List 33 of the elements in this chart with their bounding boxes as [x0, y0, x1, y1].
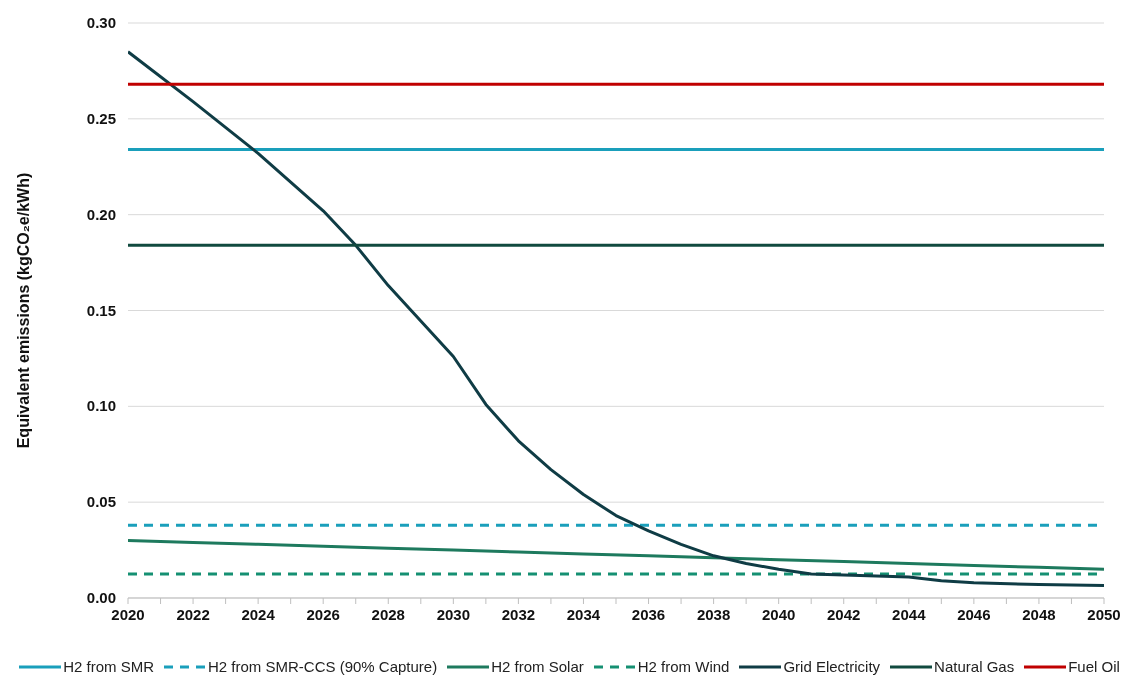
x-tick-label: 2030 — [436, 606, 471, 623]
x-tick-label: 2024 — [241, 606, 276, 623]
x-tick-label: 2020 — [111, 606, 145, 623]
y-tick-label: 0.20 — [86, 205, 116, 223]
y-tick-label: 0.30 — [86, 14, 116, 31]
x-tick-label: 2034 — [566, 606, 601, 623]
x-tick-label: 2042 — [827, 606, 861, 623]
legend-label: H2 from SMR — [63, 658, 154, 675]
x-tick-label: 2048 — [1022, 606, 1056, 623]
y-tick-label: 0.10 — [86, 397, 116, 415]
line-series — [128, 50, 1104, 588]
x-tick-label: 2046 — [957, 606, 991, 623]
x-tick-label: 2050 — [1087, 606, 1121, 623]
x-tick-label: 2038 — [696, 606, 731, 623]
legend-label: Natural Gas — [934, 658, 1015, 675]
y-tick-label: 0.25 — [86, 109, 116, 127]
x-tick-label: 2028 — [371, 606, 405, 623]
x-tick-label: 2022 — [176, 606, 210, 623]
legend-label: H2 from SMR-CCS (90% Capture) — [207, 658, 438, 675]
legend-label: H2 from Solar — [491, 658, 584, 675]
x-tick-label: 2044 — [892, 606, 927, 623]
y-axis-title: Equivalent emissions (kgCO₂e/kWh) — [14, 172, 32, 449]
legend-label: H2 from Wind — [637, 658, 730, 675]
x-tick-label: 2036 — [631, 606, 666, 623]
y-tick-label: 0.15 — [86, 301, 116, 319]
x-tick-label: 2032 — [501, 606, 536, 623]
x-tick-label: 2040 — [761, 606, 796, 623]
x-tick-label: 2026 — [306, 606, 340, 623]
y-tick-label: 0.05 — [86, 493, 116, 511]
legend-label: Fuel Oil — [1068, 658, 1120, 675]
y-tick-label: 0.00 — [86, 589, 116, 606]
legend-label: Grid Electricity — [783, 658, 881, 675]
line-series — [128, 539, 1104, 571]
